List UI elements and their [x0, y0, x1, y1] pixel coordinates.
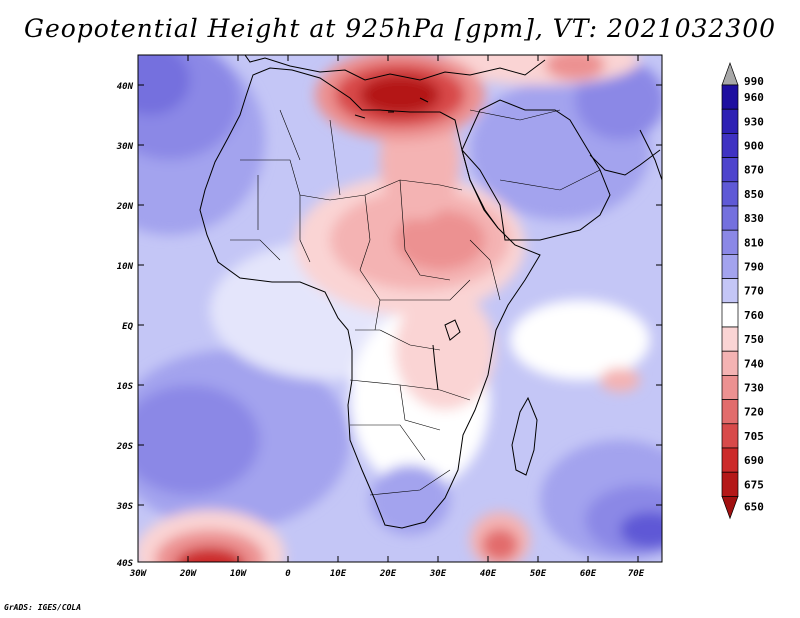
colorbar-label: 740	[744, 357, 764, 370]
africa-coastline	[199, 67, 541, 529]
colorbar-swatch	[721, 133, 739, 158]
colorbar: 990 960 930 900 870 850 830 810 790 770 760 750 740 7…	[721, 61, 764, 520]
colorbar-swatch	[721, 302, 739, 328]
y-tick-label: EQ	[122, 322, 133, 332]
x-tick-label: 60E	[580, 569, 597, 579]
y-tick-label: 20N	[116, 202, 134, 212]
colorbar-label: 990	[744, 75, 764, 88]
madagascar-coastline	[511, 396, 538, 476]
x-tick-label: 0	[285, 569, 291, 579]
colorbar-label: 850	[744, 188, 764, 201]
colorbar-label: 750	[744, 333, 764, 346]
colorbar-label: 650	[744, 500, 764, 513]
colorbar-swatch	[721, 181, 739, 207]
arabia-coastline	[461, 99, 611, 241]
colorbar-label: 690	[744, 454, 764, 467]
colorbar-swatch	[721, 399, 739, 425]
colorbar-swatch	[721, 326, 739, 352]
colorbar-label: 810	[744, 236, 764, 249]
colorbar-swatch	[721, 108, 739, 134]
x-tick-label: 20E	[379, 569, 397, 579]
chart-title: Geopotential Height at 925hPa [gpm], VT:…	[23, 14, 777, 43]
x-tick-label: 70E	[628, 569, 645, 579]
grads-credit: GrADS: IGES/COLA	[4, 603, 82, 612]
y-tick-label: 10S	[117, 382, 134, 392]
colorbar-swatch	[721, 205, 739, 231]
colorbar-label: 730	[744, 382, 764, 395]
colorbar-swatch	[721, 375, 739, 400]
x-tick-label: 30W	[129, 569, 148, 579]
colorbar-label: 760	[744, 309, 764, 322]
med-islands	[354, 97, 429, 119]
colorbar-swatch	[721, 229, 739, 255]
x-tick-label: 10E	[330, 569, 347, 579]
colorbar-label: 870	[744, 164, 764, 177]
country-borders	[230, 109, 601, 496]
colorbar-swatch	[721, 471, 739, 497]
persian-gulf	[589, 149, 661, 176]
colorbar-label: 790	[744, 261, 764, 274]
india-coast	[639, 129, 662, 181]
y-tick-label: 30N	[116, 142, 134, 152]
colorbar-swatch	[721, 447, 739, 473]
y-tick-label: 30S	[116, 502, 134, 512]
x-tick-label: 20W	[179, 569, 198, 579]
colorbar-swatch	[721, 350, 739, 376]
lake-victoria	[444, 319, 461, 341]
colorbar-bottom-arrow	[721, 496, 739, 520]
colorbar-label: 930	[744, 115, 764, 128]
y-axis-labels: 40N 30N 20N 10N EQ 10S 20S 30S 40S	[116, 82, 134, 569]
europe-coastline	[244, 55, 546, 81]
lake-tanganyika	[432, 344, 439, 391]
colorbar-swatch	[721, 254, 739, 279]
y-tick-label: 40S	[117, 559, 134, 569]
colorbar-label: 900	[744, 140, 764, 153]
colorbar-swatch	[721, 157, 739, 183]
height-field	[138, 55, 662, 562]
colorbar-swatch	[721, 423, 739, 449]
red-sea-coast	[461, 149, 499, 229]
x-tick-label: 40E	[480, 569, 497, 579]
colorbar-label: 770	[744, 285, 764, 298]
colorbar-label: 705	[744, 430, 764, 443]
x-tick-label: 50E	[530, 569, 547, 579]
colorbar-swatch	[721, 278, 739, 304]
y-tick-label: 20S	[116, 442, 134, 452]
x-axis-labels: 30W 20W 10W 0 10E 20E 30E 40E 50E 60E 70…	[129, 569, 645, 579]
x-tick-label: 30E	[429, 569, 447, 579]
map-frame	[137, 54, 663, 563]
tick-marks	[138, 55, 662, 562]
colorbar-swatch	[721, 84, 739, 110]
x-tick-label: 10W	[230, 569, 248, 579]
y-tick-label: 10N	[117, 262, 134, 272]
y-tick-label: 40N	[117, 82, 134, 92]
colorbar-label: 675	[744, 478, 764, 491]
colorbar-label: 830	[744, 212, 764, 225]
colorbar-label: 720	[744, 406, 764, 419]
colorbar-label: 960	[744, 91, 764, 104]
colorbar-top-arrow	[721, 61, 739, 86]
coastlines	[199, 55, 662, 529]
